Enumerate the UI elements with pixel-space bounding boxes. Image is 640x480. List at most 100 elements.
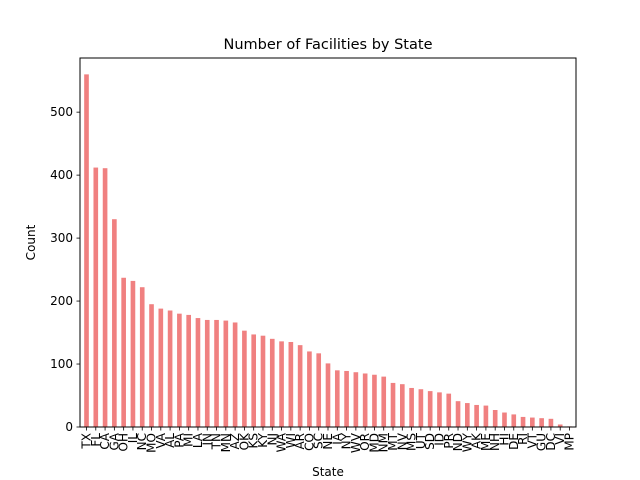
y-axis-label: Count <box>24 224 38 260</box>
bar-LA <box>195 318 201 427</box>
x-tick-label-PR: PR <box>442 433 456 449</box>
y-tick-label-400: 400 <box>50 168 73 182</box>
x-tick-label-TX: TX <box>80 433 94 450</box>
bar-ME <box>483 405 489 427</box>
bar-KY <box>260 335 266 427</box>
bar-GA <box>112 219 117 427</box>
x-tick-label-IL: IL <box>126 433 140 444</box>
y-tick-label-0: 0 <box>65 420 73 434</box>
bar-FL <box>93 167 99 427</box>
bar-MS <box>409 387 414 427</box>
x-tick-label-VT: VT <box>525 432 539 448</box>
bar-NH <box>492 410 498 427</box>
x-tick-label-KY: KY <box>256 432 270 447</box>
x-tick-label-NV: NV <box>395 432 409 450</box>
bar-ID <box>437 392 442 427</box>
bar-OR <box>362 373 368 427</box>
bar-SC <box>316 353 322 427</box>
x-tick-label-MT: MT <box>386 432 400 450</box>
plot-frame <box>79 57 577 428</box>
bar-AL <box>167 310 173 427</box>
bar-MT <box>390 382 396 427</box>
bar-AK <box>474 404 479 427</box>
bar-DE <box>511 414 517 427</box>
x-tick-label-NH: NH <box>488 433 502 451</box>
x-tick-label-MN: MN <box>219 433 233 452</box>
x-tick-label-OK: OK <box>237 432 251 450</box>
bar-IA <box>334 370 340 427</box>
y-tick-label-200: 200 <box>50 294 73 308</box>
x-tick-label-LA: LA <box>191 432 205 448</box>
x-tick-label-WA: WA <box>275 432 289 452</box>
x-tick-label-MI: MI <box>182 433 196 447</box>
bar-SD <box>427 391 433 427</box>
x-tick-label-MD: MD <box>367 433 381 453</box>
x-tick-label-IN: IN <box>200 433 214 446</box>
x-tick-label-MS: MS <box>405 433 419 451</box>
x-tick-label-HI: HI <box>497 433 511 446</box>
bar-WI <box>288 341 294 427</box>
bar-TX <box>84 74 89 428</box>
bar-VT <box>530 417 535 427</box>
bar-WY <box>465 403 470 427</box>
x-tick-label-NC: NC <box>135 433 149 450</box>
x-tick-label-RI: RI <box>516 433 530 445</box>
x-tick-label-OR: OR <box>358 433 372 451</box>
bar-NJ <box>269 338 275 427</box>
x-tick-label-NJ: NJ <box>265 433 279 446</box>
y-tick-label-100: 100 <box>50 357 73 371</box>
x-tick-label-CA: CA <box>98 432 112 449</box>
bar-AR <box>297 345 303 427</box>
bar-UT <box>418 389 424 427</box>
x-tick-label-NM: NM <box>377 433 391 452</box>
x-tick-label-GU: GU <box>535 433 549 451</box>
y-axis-ticks: 0 100 200 300 400 500 <box>50 105 80 434</box>
chart-title: Number of Facilities by State <box>224 37 433 53</box>
x-tick-label-SD: SD <box>423 433 437 450</box>
bar-PA <box>177 313 182 427</box>
bar-WV <box>353 372 359 427</box>
bar-VI <box>557 424 563 427</box>
bar-VA <box>158 308 164 427</box>
x-tick-label-ME: ME <box>479 433 493 451</box>
bar-OK <box>242 330 247 427</box>
x-tick-label-MP: MP <box>563 433 577 451</box>
x-tick-label-IA: IA <box>330 432 344 445</box>
bar-MO <box>149 304 154 427</box>
x-tick-label-PA: PA <box>172 432 186 447</box>
x-tick-label-NE: NE <box>321 433 335 450</box>
bar-CO <box>307 351 312 427</box>
bar-TN <box>214 319 219 427</box>
bar-IL <box>130 280 136 427</box>
x-axis-label: State <box>312 465 344 479</box>
x-tick-label-CO: CO <box>302 433 316 451</box>
x-tick-label-SC: SC <box>312 433 326 449</box>
bar-NE <box>325 363 331 427</box>
bar-IN <box>204 319 210 427</box>
bar-GU <box>539 418 544 427</box>
x-tick-label-WV: WV <box>349 432 363 453</box>
bar-PR <box>446 393 452 427</box>
bars-group <box>84 74 572 428</box>
bar-MD <box>372 374 377 427</box>
bar-OH <box>121 277 126 427</box>
bar-CA <box>102 168 108 427</box>
bar-NV <box>399 384 405 427</box>
x-tick-label-GA: GA <box>107 432 121 450</box>
x-tick-label-FL: FL <box>89 433 103 447</box>
bar-AZ <box>232 322 238 427</box>
x-tick-label-ID: ID <box>432 433 446 446</box>
bar-DC <box>548 418 554 427</box>
bar-ND <box>455 401 461 427</box>
x-tick-label-AL: AL <box>163 433 177 448</box>
x-tick-label-AR: AR <box>293 433 307 450</box>
bar-NM <box>381 376 387 427</box>
x-tick-label-DE: DE <box>507 433 521 450</box>
y-tick-label-300: 300 <box>50 231 73 245</box>
x-tick-label-TN: TN <box>210 433 224 450</box>
bar-NC <box>139 287 145 427</box>
x-axis-ticks: TXFLCAGAOHILNCMOVAALPAMILAINTNMNAZOKKSKY… <box>80 427 577 453</box>
x-tick-label-ND: ND <box>451 433 465 451</box>
x-tick-label-AK: AK <box>470 432 484 449</box>
